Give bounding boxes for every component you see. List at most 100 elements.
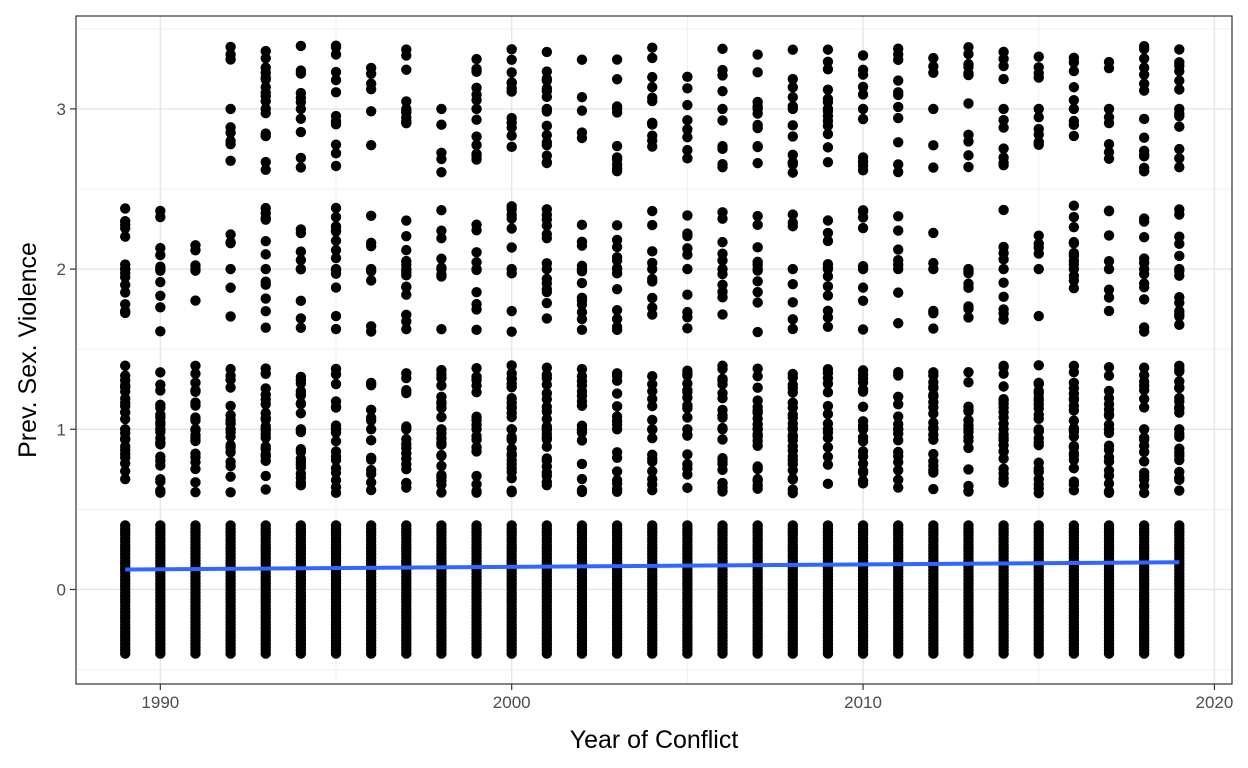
data-point [1138,132,1150,143]
data-point [1138,151,1150,162]
data-point [1174,153,1185,164]
data-point [295,126,307,138]
data-point [647,81,658,93]
data-point [506,223,517,234]
data-point [401,244,412,256]
data-point [787,149,798,161]
data-point [998,445,1009,457]
data-point [787,91,798,103]
data-point [155,211,166,223]
data-point [893,244,904,255]
data-point [893,89,904,101]
data-point [401,368,412,379]
data-point [1174,485,1185,496]
data-point [260,164,271,175]
data-point [295,65,307,76]
data-point [998,308,1009,319]
data-point [1033,111,1044,123]
data-point [436,269,447,280]
data-point [822,44,834,55]
data-point [155,476,166,487]
data-point [155,261,166,272]
data-point [928,52,939,64]
data-point [647,92,658,103]
x-axis: 1990 2000 2010 2020 [141,684,1233,712]
data-point [576,277,588,289]
data-point [330,148,342,159]
data-point [1033,139,1044,150]
data-point [893,101,904,113]
data-point [155,302,166,313]
data-point [1068,431,1080,442]
data-point [225,487,236,498]
data-point [752,259,763,271]
data-point [928,417,939,428]
data-point [611,220,623,231]
data-point [506,382,517,393]
data-point [611,74,623,85]
data-point [471,411,482,422]
data-point [1138,434,1150,445]
data-point [682,385,693,396]
data-point [119,272,131,283]
data-point [963,401,974,412]
data-point [225,471,236,482]
data-point [541,476,553,488]
data-point [506,44,517,55]
data-point [155,367,166,378]
data-point [787,323,798,335]
data-point [822,418,834,429]
data-point [436,119,447,130]
data-point [471,371,482,382]
data-point [857,89,869,100]
x-axis-title: Year of Conflict [570,726,739,754]
data-point [119,360,131,371]
data-point [822,408,834,420]
data-point [1068,211,1080,223]
data-point [506,54,517,65]
data-point [330,41,342,53]
data-point [928,381,939,392]
data-point [330,323,342,335]
data-point [963,48,974,60]
data-point [541,214,553,225]
data-point [1174,250,1185,262]
data-point [260,412,271,423]
data-point [225,155,236,166]
data-point [541,273,553,285]
data-point [963,367,974,378]
data-point [893,225,904,236]
data-point [1033,378,1044,390]
data-point [471,66,482,78]
data-point [787,73,798,85]
data-point [401,267,412,278]
data-point [471,103,482,115]
data-point [1174,108,1185,119]
data-point [295,40,307,52]
data-point [893,166,904,178]
data-point [647,219,658,231]
data-point [401,112,412,124]
data-point [541,362,553,373]
data-point [365,404,377,416]
data-point [365,210,377,221]
data-point [1138,216,1150,227]
data-point [506,473,517,484]
data-point [647,292,658,304]
data-point [682,153,693,164]
data-point [752,242,763,253]
data-point [330,66,342,78]
data-point [963,278,974,289]
data-point [682,210,693,221]
data-point [401,96,412,107]
data-point [963,69,974,81]
data-point [225,135,236,147]
data-point [857,467,869,478]
data-point [611,54,623,65]
data-point [647,371,658,382]
data-point [857,373,869,384]
data-point [857,152,869,163]
data-point [330,74,342,86]
data-point [401,289,412,300]
data-point [330,202,342,214]
